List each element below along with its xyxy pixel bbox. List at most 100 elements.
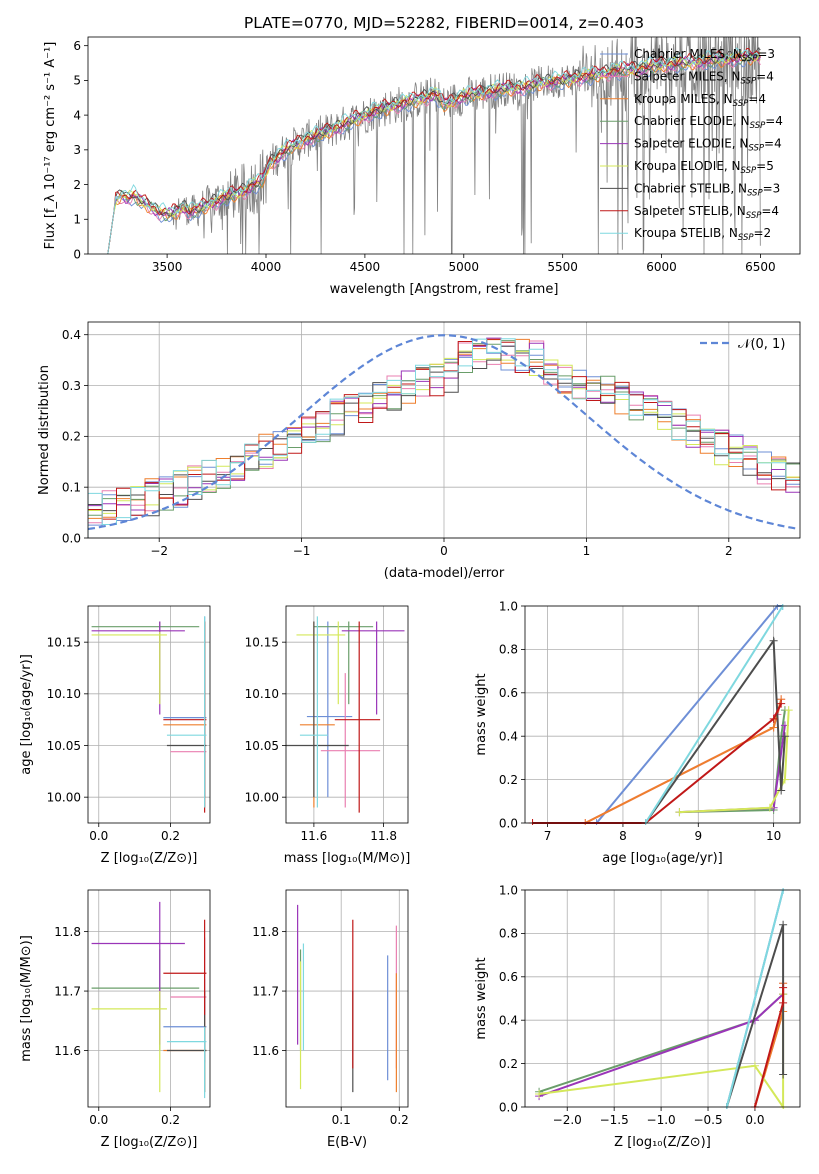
- mass-weight-marker: [784, 706, 793, 715]
- errorbar-point-kroupa-stelib: [166, 1026, 207, 1099]
- y-tick-label: 0: [73, 247, 81, 261]
- x-axis-label: Z [log₁₀(Z/Z⊙)]: [614, 1135, 711, 1150]
- mass-weight-marker: [769, 723, 778, 732]
- legend-subscript: SSP: [750, 121, 766, 131]
- spectrum-model-salpeter-miles: [107, 53, 761, 254]
- y-axis-label: mass [log₁₀(M/M⊙)]: [19, 935, 34, 1062]
- mass-weight-marker: [779, 920, 788, 929]
- legend-subscript: SSP: [747, 188, 763, 198]
- errorbar-point-kroupa-elodie: [91, 991, 167, 1093]
- x-axis-label: Z [log₁₀(Z/Z⊙)]: [101, 1135, 198, 1150]
- age-vs-Z-plot-area: [91, 616, 207, 813]
- y-tick-label: 6: [73, 39, 81, 53]
- errorbar-point-salpeter-miles: [320, 673, 381, 808]
- legend-suffix: =5: [756, 159, 774, 173]
- age-vs-mass-frame: [285, 605, 409, 824]
- y-tick-label: 0.8: [499, 643, 518, 657]
- mass-weight-line-chabrier-elodie: [679, 710, 786, 814]
- legend-label-salpeter-elodie: Salpeter ELODIE, NSSP=4: [634, 137, 782, 154]
- legend-label-salpeter-miles: Salpeter MILES, NSSP=4: [634, 69, 774, 86]
- y-tick-label: 1.0: [499, 599, 518, 613]
- legend-subscript: SSP: [741, 76, 757, 86]
- x-tick-label: 0.0: [89, 1113, 108, 1127]
- x-tick-label: −2.0: [553, 1113, 582, 1127]
- legend-suffix: =4: [761, 204, 779, 218]
- y-tick-label: 1.0: [499, 883, 518, 897]
- mass-weight-marker: [779, 1070, 788, 1079]
- x-tick-label: 2: [725, 544, 733, 558]
- mass-weight-vs-age-panel: 7 8 9 10 0.0 0.2 0.4 0.6 0.8 1.0 age [log₁₀(age/yr…: [474, 599, 801, 866]
- mass-weight-line-kroupa-elodie: [679, 710, 790, 814]
- y-tick-label: 0.2: [499, 773, 518, 787]
- y-axis-label: Flux [f_λ 10⁻¹⁷ erg cm⁻² s⁻¹ A⁻¹]: [43, 42, 58, 250]
- y-tick-label: 0.6: [499, 970, 518, 984]
- y-tick-label: 10.10: [245, 687, 279, 701]
- y-tick-label: 0.6: [499, 686, 518, 700]
- normal-curve: [88, 334, 798, 531]
- legend-label-chabrier-stelib: Chabrier STELIB, NSSP=3: [634, 181, 780, 198]
- x-tick-label: 0.1: [332, 1113, 351, 1127]
- y-tick-label: 10.00: [245, 790, 279, 804]
- errorbar-point-kroupa-stelib: [299, 616, 328, 808]
- spectrum-model-kroupa-stelib: [107, 47, 761, 254]
- y-tick-label: 11.8: [252, 925, 279, 939]
- errorbar-point-salpeter-stelib: [334, 621, 381, 813]
- x-tick-label: 0.0: [745, 1113, 764, 1127]
- legend-text: Salpeter MILES, N: [634, 69, 741, 83]
- y-tick-label: 0.0: [499, 816, 518, 830]
- x-axis-label: (data-model)/error: [384, 566, 505, 581]
- spectrum-plot-area: [107, 37, 761, 254]
- y-tick-label: 11.8: [54, 925, 81, 939]
- x-tick-label: 6500: [745, 260, 776, 274]
- y-tick-label: 11.6: [54, 1044, 81, 1058]
- y-tick-label: 0.4: [499, 1014, 518, 1028]
- x-tick-label: 11.6: [301, 829, 328, 843]
- legend-text: Salpeter ELODIE, N: [634, 137, 748, 151]
- legend-text: Kroupa STELIB, N: [634, 226, 738, 240]
- y-tick-label: 10.00: [47, 790, 81, 804]
- legend-subscript: SSP: [746, 211, 762, 221]
- mass-weight-vs-age-plot-area: [528, 604, 793, 825]
- x-tick-label: 11.8: [370, 829, 397, 843]
- legend-label-normal: 𝒩(0, 1): [738, 337, 785, 352]
- x-tick-label: 0.2: [161, 1113, 180, 1127]
- mass-weight-line-kroupa-stelib: [644, 605, 784, 824]
- x-tick-label: 7: [544, 829, 552, 843]
- x-tick-label: −1: [293, 544, 311, 558]
- y-tick-label: 10.10: [47, 687, 81, 701]
- y-tick-label: 0.2: [499, 1057, 518, 1071]
- errorbar-point-salpeter-stelib: [163, 919, 207, 1015]
- x-tick-label: 0.2: [161, 829, 180, 843]
- mass-vs-EBV-plot-area: [297, 904, 397, 1093]
- legend-text: Kroupa MILES, N: [634, 92, 733, 106]
- mass-weight-marker: [777, 699, 786, 708]
- mass-weight-marker: [769, 714, 778, 723]
- x-tick-label: −2: [150, 544, 168, 558]
- legend-subscript: SSP: [733, 99, 749, 109]
- mass-weight-line-chabrier-stelib: [644, 637, 786, 824]
- y-axis-label: mass weight: [474, 957, 489, 1039]
- x-tick-label: 0.2: [390, 1113, 409, 1127]
- legend-text: Chabrier STELIB, N: [634, 181, 747, 195]
- mass-weight-line-chabrier-miles: [595, 605, 783, 824]
- legend-text: Chabrier MILES, N: [634, 47, 742, 61]
- errorbar-point-kroupa-stelib: [166, 616, 207, 808]
- x-tick-label: 4000: [251, 260, 282, 274]
- mass-weight-line-kroupa-stelib: [725, 889, 785, 1108]
- mass-weight-marker: [780, 732, 789, 741]
- mass-weight-marker: [675, 808, 684, 817]
- y-tick-label: 10.15: [47, 635, 81, 649]
- mass-weight-line-salpeter-elodie: [679, 725, 786, 814]
- x-axis-label: mass [log₁₀(M/M⊙)]: [284, 851, 411, 866]
- mass-vs-Z-frame: [87, 889, 211, 1108]
- legend-label-salpeter-stelib: Salpeter STELIB, NSSP=4: [634, 204, 779, 221]
- y-axis-label: Normed distribution: [37, 365, 52, 495]
- spectrum-model-salpeter-stelib: [107, 47, 761, 254]
- mass-weight-marker: [765, 803, 774, 812]
- y-tick-label: 0.4: [499, 730, 518, 744]
- y-tick-label: 0.2: [62, 430, 81, 444]
- legend-text: Kroupa ELODIE, N: [634, 159, 741, 173]
- y-tick-label: 10.05: [47, 739, 81, 753]
- y-tick-label: 10.05: [245, 739, 279, 753]
